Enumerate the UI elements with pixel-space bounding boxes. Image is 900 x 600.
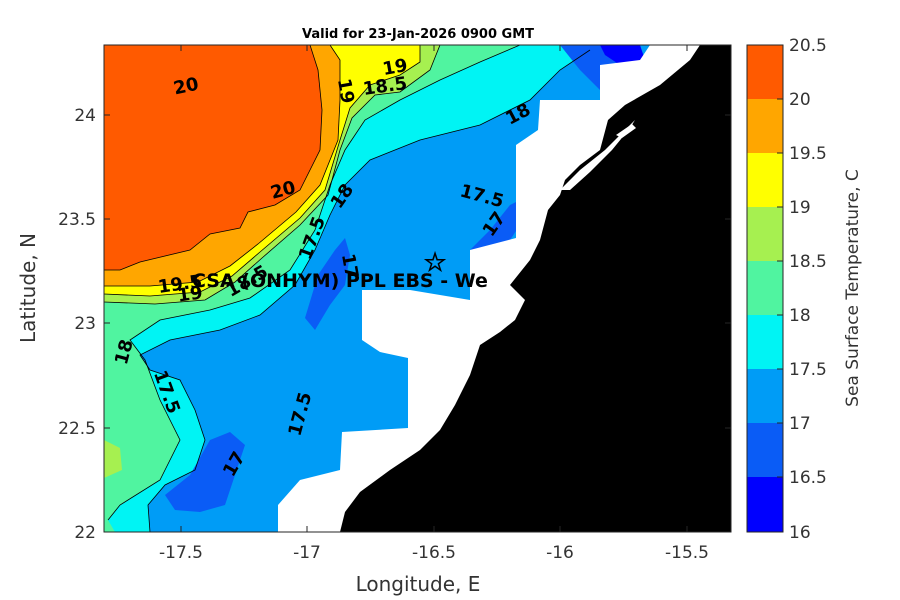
colorbar-band [747,261,783,316]
y-tick-label: 24 [74,106,96,126]
colorbar-band [747,153,783,208]
map-plot-area [104,45,731,532]
colorbar-frame [746,44,784,533]
x-tick-label: -16 [546,543,574,563]
colorbar-band [747,207,783,262]
band-16.5-17-mid [305,238,350,330]
colorbar-band [747,369,783,424]
x-tick-label: -17 [293,543,321,563]
island [616,124,636,138]
y-tick-label: 23 [74,314,96,334]
x-axis-label: Longitude, E [356,572,481,596]
x-tick-label: -15.5 [665,543,709,563]
colorbar-band [747,45,783,100]
lagoon-strip [560,120,635,190]
x-tick-labels: -17.5 -17 -16.5 -16 -15.5 [159,543,709,563]
band-18.5-19-sw [104,440,122,478]
y-tick-label: 22.5 [58,419,96,439]
x-tick-label: -16.5 [412,543,456,563]
colorbar-band [747,423,783,478]
land-mass [340,45,731,532]
colorbar-band [747,99,783,154]
contour-lines [104,45,591,532]
y-axis-label: Latitude, N [16,233,40,343]
colorbar-tick-label: 16 [789,523,811,543]
colorbar-band [747,477,783,532]
figure-title: Valid for 23-Jan-2026 0900 GMT [302,27,534,42]
colorbar-band [747,315,783,370]
station-label: CSA (ONHYM) PPL EBS - We [192,270,488,292]
contour-label: 17 [337,252,362,280]
colorbar-tick-label: 17 [789,414,811,434]
band-20-20.5 [104,45,322,270]
colorbar-tick-label: 19 [789,198,811,218]
station-star-icon: ☆ [423,248,446,278]
colorbar: 20.5 20 19.5 19 18.5 18 17.5 17 16.5 16 [746,36,827,543]
colorbar-tick-label: 19.5 [789,144,827,164]
colorbar-tick-label: 18 [789,306,811,326]
colorbar-label: Sea Surface Temperature, C [843,169,863,407]
colorbar-tick-label: 20 [789,90,811,110]
contour-label: 20 [172,74,201,100]
x-tick-label: -17.5 [159,543,203,563]
colorbar-tick-label: 20.5 [789,36,827,56]
contour-label: 19 [381,55,409,80]
band-16.5-17-south [165,432,245,512]
plot-frame [103,44,732,533]
colorbar-tick-label: 17.5 [789,360,827,380]
contour-label: 19 [333,77,358,105]
contour-label: 19 [176,282,204,306]
y-tick-labels: 24 23.5 23 22.5 22 [58,106,96,543]
y-tick-label: 22 [74,523,96,543]
axis-ticks [104,45,731,533]
colorbar-tick-label: 18.5 [789,252,827,272]
band-16-16.5 [600,45,645,65]
colorbar-tick-label: 16.5 [789,468,827,488]
y-tick-label: 23.5 [58,210,96,230]
